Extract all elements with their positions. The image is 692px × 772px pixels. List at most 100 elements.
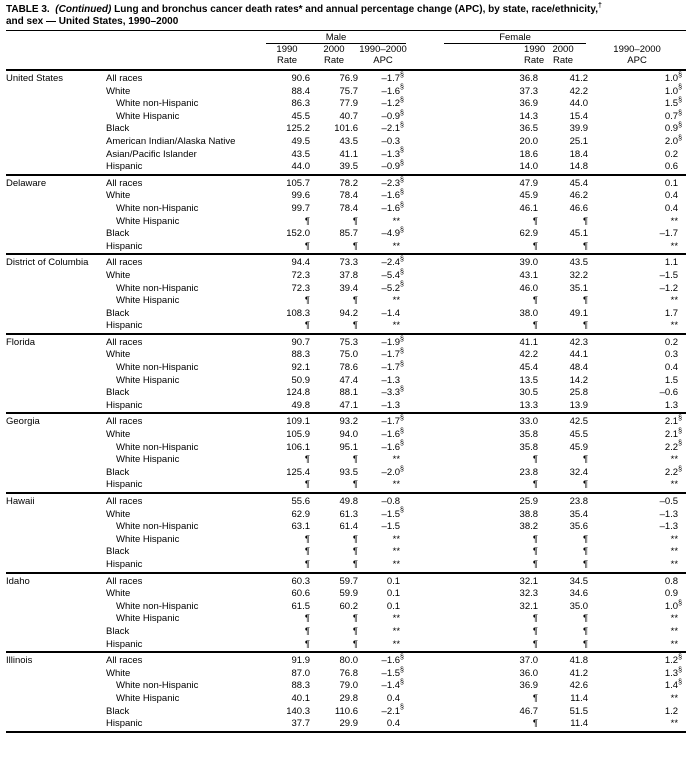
cell-value: 34.6 bbox=[569, 588, 589, 600]
cell-value: 0.4 bbox=[664, 190, 679, 202]
apc-cell: –2.1§ bbox=[381, 122, 404, 135]
cell-value: 94.4 bbox=[291, 257, 311, 269]
table-row: Delaware All races 105.7 78.2 –2.3§ 47.9 45.4 0… bbox=[6, 175, 686, 191]
rate-cell: 91.9 bbox=[264, 652, 311, 668]
cell-value: ¶ bbox=[532, 533, 539, 545]
state-cell bbox=[6, 639, 106, 653]
cell-value: ¶ bbox=[532, 295, 539, 307]
rate-cell: 25.8 bbox=[538, 387, 589, 400]
rate-cell: ¶ bbox=[490, 693, 538, 706]
cell-value: ** bbox=[392, 638, 401, 650]
cell-value: 80.0 bbox=[339, 655, 359, 667]
rate-cell: 41.1 bbox=[490, 334, 539, 350]
apc-cell: 1.5 bbox=[588, 375, 686, 388]
race-cell: White Hispanic bbox=[116, 692, 180, 704]
state-cell bbox=[6, 601, 106, 614]
cell-value: ** bbox=[392, 546, 401, 558]
rate-cell: ¶ bbox=[310, 546, 358, 559]
state-group: Georgia All races 109.1 93.2 –1.7§ 33.0 42.5 2.… bbox=[6, 413, 687, 493]
cell-value: 32.2 bbox=[569, 269, 589, 281]
cell-value: 41.8 bbox=[569, 655, 589, 667]
rate-cell: 49.8 bbox=[310, 493, 359, 509]
race-cell: White Hispanic bbox=[116, 613, 180, 625]
rate-cell: ¶ bbox=[490, 295, 538, 308]
rate-cell: 72.3 bbox=[264, 270, 311, 283]
apc-cell: ** bbox=[588, 559, 686, 573]
cell-value: 101.6 bbox=[334, 123, 358, 135]
cell-value: ¶ bbox=[582, 454, 589, 466]
cell-value: –5.2 bbox=[381, 282, 401, 294]
rate-cell: 35.4 bbox=[538, 509, 589, 522]
table-label: TABLE 3. bbox=[6, 4, 50, 15]
cell-value: 0.1 bbox=[386, 588, 401, 600]
state-cell bbox=[6, 400, 106, 414]
rate-cell: 63.1 bbox=[264, 521, 311, 534]
cell-value: 49.8 bbox=[291, 399, 311, 411]
cell-value: 78.4 bbox=[339, 202, 359, 214]
cell-value: 0.4 bbox=[386, 718, 401, 730]
cell-value: 93.2 bbox=[339, 416, 359, 428]
table-row: Black 125.4 93.5 –2.0§ 23.8 32.4 2.2§ bbox=[6, 466, 686, 480]
cell-value: –1.6 bbox=[381, 655, 401, 667]
race-cell: Black bbox=[106, 123, 130, 135]
cell-value: 2.1 bbox=[664, 416, 679, 428]
state-cell bbox=[6, 216, 106, 229]
race-cell: Black bbox=[106, 625, 130, 637]
table-row: Georgia All races 109.1 93.2 –1.7§ 33.0 42.5 2.… bbox=[6, 413, 686, 429]
cell-value: 1.3 bbox=[664, 667, 679, 679]
apc-cell: –1.2§ bbox=[381, 97, 404, 110]
cell-value: –1.7 bbox=[659, 228, 679, 240]
rate-cell: 94.2 bbox=[310, 308, 359, 321]
state-group: District of Columbia All races 94.4 73.3 –2.… bbox=[6, 254, 687, 334]
rate-cell: ¶ bbox=[490, 613, 538, 626]
rate-cell: ¶ bbox=[264, 559, 310, 573]
cell-value: 38.8 bbox=[519, 508, 539, 520]
race-cell: All races bbox=[106, 177, 143, 189]
cell-value: –1.6 bbox=[381, 202, 401, 214]
cell-value: 18.6 bbox=[519, 148, 539, 160]
rate-cell: ¶ bbox=[264, 639, 310, 653]
rate-cell: 92.1 bbox=[264, 362, 311, 375]
race-cell: White bbox=[106, 269, 131, 281]
rate-cell: 109.1 bbox=[264, 413, 310, 429]
race-cell: Hispanic bbox=[106, 320, 143, 332]
cell-value: ¶ bbox=[352, 638, 358, 650]
table-row: Hispanic 44.0 39.5 –0.9§ 14.0 14.8 0.6 bbox=[6, 160, 686, 175]
apc-cell: 0.2 bbox=[588, 149, 686, 162]
cell-value: –1.2 bbox=[381, 98, 401, 110]
rate-cell: 42.6 bbox=[538, 680, 589, 693]
rate-cell: 35.8 bbox=[490, 442, 539, 455]
rate-cell: ¶ bbox=[264, 479, 310, 493]
cell-value: 86.3 bbox=[291, 98, 311, 110]
cell-value: 33.0 bbox=[519, 416, 539, 428]
cell-value: 38.2 bbox=[519, 521, 539, 533]
cell-value: 37.7 bbox=[291, 718, 311, 730]
cell-value: 18.4 bbox=[569, 148, 589, 160]
apc-cell: 0.4 bbox=[588, 203, 686, 216]
table-row: White non-Hispanic 63.1 61.4 –1.5 38.2 35.6 –1… bbox=[6, 521, 686, 534]
spacer bbox=[408, 55, 490, 70]
cell-value: 0.2 bbox=[664, 148, 679, 160]
cell-value: 35.8 bbox=[519, 429, 539, 441]
cell-value: 79.0 bbox=[339, 680, 359, 692]
apc-cell: 2.0§ bbox=[664, 134, 682, 147]
apc-cell: ** bbox=[588, 718, 686, 732]
rate-cell: 95.1 bbox=[310, 442, 359, 455]
table-row: White non-Hispanic 99.7 78.4 –1.6§ 46.1 46.6 0… bbox=[6, 202, 686, 216]
cell-value: 62.9 bbox=[519, 228, 539, 240]
apc-cell: ** bbox=[588, 613, 686, 626]
rate-cell: ¶ bbox=[538, 241, 588, 255]
rate-cell: 88.3 bbox=[264, 680, 311, 693]
cell-value: 62.9 bbox=[291, 508, 311, 520]
cell-value: 0.7 bbox=[664, 110, 679, 122]
rate-cell: ¶ bbox=[264, 534, 310, 547]
cell-value: 0.4 bbox=[386, 692, 401, 704]
cell-value: 61.3 bbox=[339, 508, 359, 520]
apc-cell: ** bbox=[358, 454, 408, 467]
cell-value: –1.6 bbox=[381, 190, 401, 202]
state-cell: District of Columbia bbox=[6, 257, 89, 269]
apc-cell: –0.8 bbox=[358, 493, 408, 509]
spacer bbox=[408, 44, 490, 55]
apc-cell: –1.7§ bbox=[381, 415, 404, 428]
cell-value: ¶ bbox=[352, 240, 358, 252]
